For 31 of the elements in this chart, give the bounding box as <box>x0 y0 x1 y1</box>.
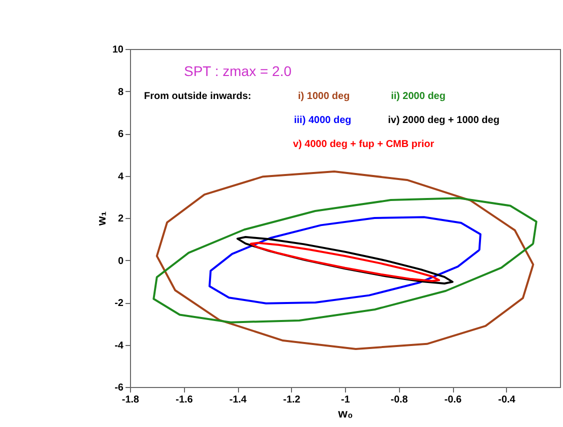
text: v) 4000 deg + fup + CMB prior <box>293 139 434 150</box>
y-tick-label: 6 <box>118 129 124 140</box>
x-tick-label: -1 <box>341 394 350 406</box>
line-series <box>208 216 482 304</box>
y-tick-label: -2 <box>114 298 124 309</box>
y-tick-label: 4 <box>118 171 124 182</box>
y-tick-label: 0 <box>118 256 124 267</box>
text: i) 1000 deg <box>298 91 350 102</box>
y-tick-label: 2 <box>118 214 124 224</box>
x-tick-label: -1.4 <box>229 394 248 406</box>
y-tick-label: 10 <box>112 44 124 56</box>
line-series <box>236 236 454 284</box>
text: iii) 4000 deg <box>294 115 352 126</box>
text: ii) 2000 deg <box>391 91 446 102</box>
line-series <box>152 197 538 324</box>
line-series <box>156 170 534 350</box>
text: iv) 2000 deg + 1000 deg <box>388 115 500 126</box>
x-tick-label: -0.4 <box>498 394 516 406</box>
annotation: From outside inwards: <box>144 91 252 102</box>
x-tick-label: -0.6 <box>444 394 462 406</box>
text: SPT : zmax = 2.0 <box>184 63 292 79</box>
y-tick-label: -6 <box>114 382 124 394</box>
line-series <box>250 242 440 282</box>
x-axis-title: w₀ <box>337 406 353 420</box>
y-axis-title: w₁ <box>94 211 108 227</box>
y-tick-label: -4 <box>114 340 124 352</box>
x-tick-label: -0.8 <box>390 394 408 406</box>
y-tick-label: 8 <box>118 86 124 98</box>
x-tick-label: -1.2 <box>283 394 301 406</box>
x-tick-label: -1.8 <box>122 394 140 406</box>
x-tick-label: -1.6 <box>176 394 194 406</box>
